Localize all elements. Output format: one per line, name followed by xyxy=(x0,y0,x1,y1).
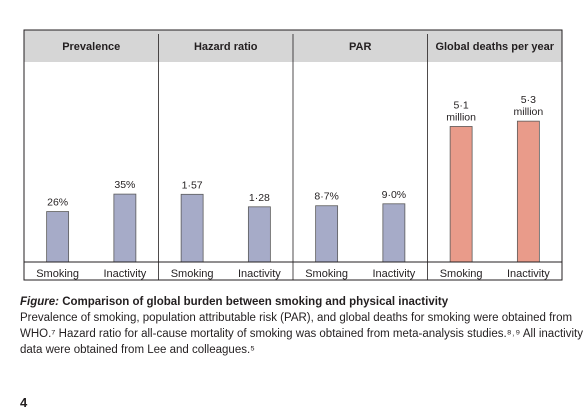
category-label-par-smoking: Smoking xyxy=(305,268,348,280)
caption-label: Figure: xyxy=(20,296,59,308)
bar-global-deaths-per-year-inactivity xyxy=(516,120,540,263)
panel-title-4: Global deaths per year xyxy=(435,41,554,53)
chart-frame xyxy=(23,29,563,281)
value-label-prevalence-inactivity: 35% xyxy=(114,179,135,191)
bar-global-deaths-per-year-smoking xyxy=(449,126,473,263)
value-label-hazard-ratio-smoking: 1·57 xyxy=(182,179,203,191)
caption-title: Comparison of global burden between smok… xyxy=(62,296,449,308)
caption-body-line-3: data were obtained from Lee and colleagu… xyxy=(20,344,255,356)
value-label-global-deaths-per-year-inactivity-2: million xyxy=(513,106,543,118)
bar-par-smoking xyxy=(315,205,339,263)
comparison-bar-chart: Prevalence 26% Smoking 35% Inactivity Hazard … xyxy=(23,29,563,281)
category-label-prevalence-smoking: Smoking xyxy=(36,268,79,280)
value-label-global-deaths-per-year-inactivity-1: 5·3 xyxy=(521,94,536,106)
value-label-hazard-ratio-inactivity: 1·28 xyxy=(249,192,270,204)
category-label-par-inactivity: Inactivity xyxy=(372,268,415,280)
value-label-par-smoking: 8·7% xyxy=(314,191,339,203)
category-label-global-deaths-per-year-inactivity: Inactivity xyxy=(507,268,550,280)
caption-title-line: Figure: Comparison of global burden betw… xyxy=(20,294,572,310)
value-label-prevalence-smoking: 26% xyxy=(47,197,68,209)
category-label-prevalence-inactivity: Inactivity xyxy=(103,268,146,280)
bar-prevalence-smoking xyxy=(46,211,70,263)
page-number: 4 xyxy=(20,395,28,410)
category-label-hazard-ratio-inactivity: Inactivity xyxy=(238,268,281,280)
panel-title-3: PAR xyxy=(349,41,371,53)
bar-prevalence-inactivity xyxy=(113,193,137,263)
value-label-global-deaths-per-year-smoking-1: 5·1 xyxy=(454,99,469,111)
category-label-global-deaths-per-year-smoking: Smoking xyxy=(440,268,483,280)
bar-hazard-ratio-smoking xyxy=(180,193,204,263)
bar-par-inactivity xyxy=(382,203,406,263)
value-label-global-deaths-per-year-smoking-2: million xyxy=(446,111,476,123)
figure-caption: Figure: Comparison of global burden betw… xyxy=(20,294,583,358)
caption-body-line-1: Prevalence of smoking, population attrib… xyxy=(20,312,573,324)
caption-body-line-2: WHO.⁷ Hazard ratio for all-cause mortali… xyxy=(20,328,583,340)
value-label-par-inactivity: 9·0% xyxy=(382,189,407,201)
panel-title-1: Prevalence xyxy=(62,41,120,53)
panel-title-2: Hazard ratio xyxy=(194,41,258,53)
bar-hazard-ratio-inactivity xyxy=(247,206,271,263)
category-label-hazard-ratio-smoking: Smoking xyxy=(171,268,214,280)
